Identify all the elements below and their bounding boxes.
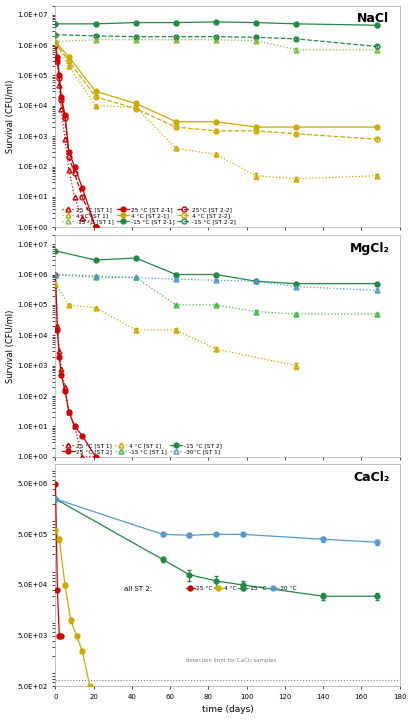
- Legend: 25 °C [ST 1], 4 °C [ST 1], -15 °C [ST 1], 25 °C [ST 2-1], 4 °C [ST 2-1], -15 °C : 25 °C [ST 1], 4 °C [ST 1], -15 °C [ST 1]…: [62, 207, 236, 225]
- Text: detection limit for CaCl₂ samples: detection limit for CaCl₂ samples: [186, 658, 276, 663]
- Y-axis label: Survival (CFU/ml): Survival (CFU/ml): [5, 80, 14, 153]
- Y-axis label: Survival (CFU/ml): Survival (CFU/ml): [5, 309, 14, 382]
- Legend: 25 °C, 4 °C, -15 °C, -30 °C: 25 °C, 4 °C, -15 °C, -30 °C: [186, 586, 297, 591]
- Legend: 25 °C [ST 1], 25 °C [ST 2], 4 °C [ST 1], -15 °C [ST 1], -15 °C [ST 2], -30°C [ST: 25 °C [ST 1], 25 °C [ST 2], 4 °C [ST 1],…: [62, 443, 222, 454]
- Text: NaCl: NaCl: [357, 12, 389, 25]
- X-axis label: time (days): time (days): [202, 706, 253, 714]
- Text: MgCl₂: MgCl₂: [349, 242, 389, 255]
- Text: all ST 2:: all ST 2:: [124, 585, 152, 592]
- Text: CaCl₂: CaCl₂: [353, 471, 389, 484]
